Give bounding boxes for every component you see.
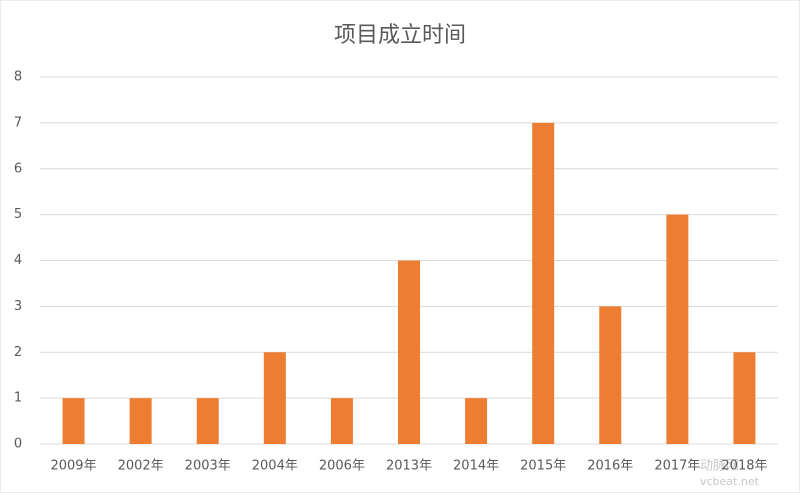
y-tick-label: 6 <box>14 161 22 176</box>
bar <box>196 398 219 444</box>
y-tick-label: 3 <box>14 299 22 314</box>
bar <box>666 214 689 444</box>
x-tick-label: 2006年 <box>319 459 365 474</box>
bar <box>330 398 353 444</box>
bar <box>733 352 756 444</box>
y-tick-label: 4 <box>14 253 22 268</box>
y-tick-label: 2 <box>14 345 22 360</box>
y-tick-label: 1 <box>14 391 22 406</box>
chart-title: 项目成立时间 <box>334 23 466 48</box>
bar <box>532 122 555 444</box>
x-tick-label: 2014年 <box>453 459 499 474</box>
watermark-site: vcbeat.net <box>700 475 760 488</box>
y-tick-label: 8 <box>14 70 22 85</box>
x-tick-label: 2004年 <box>252 459 298 474</box>
x-tick-label: 2009年 <box>50 459 96 474</box>
y-tick-label: 5 <box>14 207 22 222</box>
watermark-brand: 动脉网 <box>700 459 739 474</box>
bar <box>129 398 152 444</box>
bar <box>62 398 85 444</box>
x-tick-label: 2002年 <box>118 459 164 474</box>
bar <box>263 352 286 444</box>
bar <box>465 398 488 444</box>
x-tick-label: 2018年 <box>721 459 767 474</box>
x-tick-label: 2017年 <box>654 459 700 474</box>
x-tick-label: 2003年 <box>185 459 231 474</box>
x-tick-label: 2013年 <box>386 459 432 474</box>
x-tick-label: 2015年 <box>520 459 566 474</box>
bar <box>398 260 420 444</box>
x-tick-label: 2016年 <box>587 459 633 474</box>
y-tick-label: 0 <box>14 437 22 452</box>
y-tick-label: 7 <box>14 115 22 130</box>
bar <box>599 306 622 444</box>
